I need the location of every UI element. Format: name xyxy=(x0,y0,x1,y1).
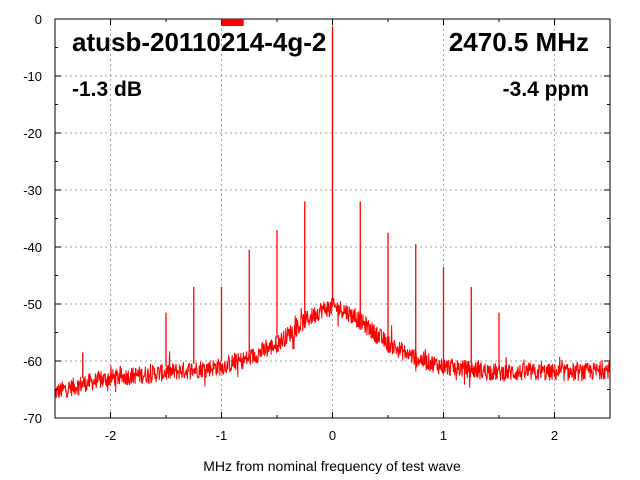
x-tick-label: -2 xyxy=(105,428,117,443)
tick-labels: -2 -1 0 1 20-10-20-30-40-50-60-70 xyxy=(23,12,558,443)
noise-floor-trace xyxy=(54,298,611,399)
noise-trace xyxy=(54,298,611,399)
x-tick-label: 2 xyxy=(551,428,558,443)
x-axis-label: MHz from nominal frequency of test wave xyxy=(203,458,461,474)
x-tick-label: 1 xyxy=(440,428,447,443)
level-label: -1.3 dB xyxy=(72,78,142,101)
spur-lines xyxy=(82,26,500,379)
y-tick-label: 0 xyxy=(35,12,42,27)
y-tick-label: -30 xyxy=(23,183,42,198)
y-tick-label: -60 xyxy=(23,354,42,369)
y-tick-label: -10 xyxy=(23,69,42,84)
x-tick-label: 0 xyxy=(329,428,336,443)
carrier-marker xyxy=(221,19,244,26)
x-tick-label: -1 xyxy=(216,428,228,443)
y-tick-label: -20 xyxy=(23,126,42,141)
y-tick-label: -40 xyxy=(23,240,42,255)
y-tick-label: -70 xyxy=(23,411,42,426)
frequency-label: 2470.5 MHz xyxy=(449,27,589,57)
offset-label: -3.4 ppm xyxy=(503,78,589,101)
device-label: atusb-20110214-4g-2 xyxy=(72,27,326,57)
y-tick-label: -50 xyxy=(23,297,42,312)
